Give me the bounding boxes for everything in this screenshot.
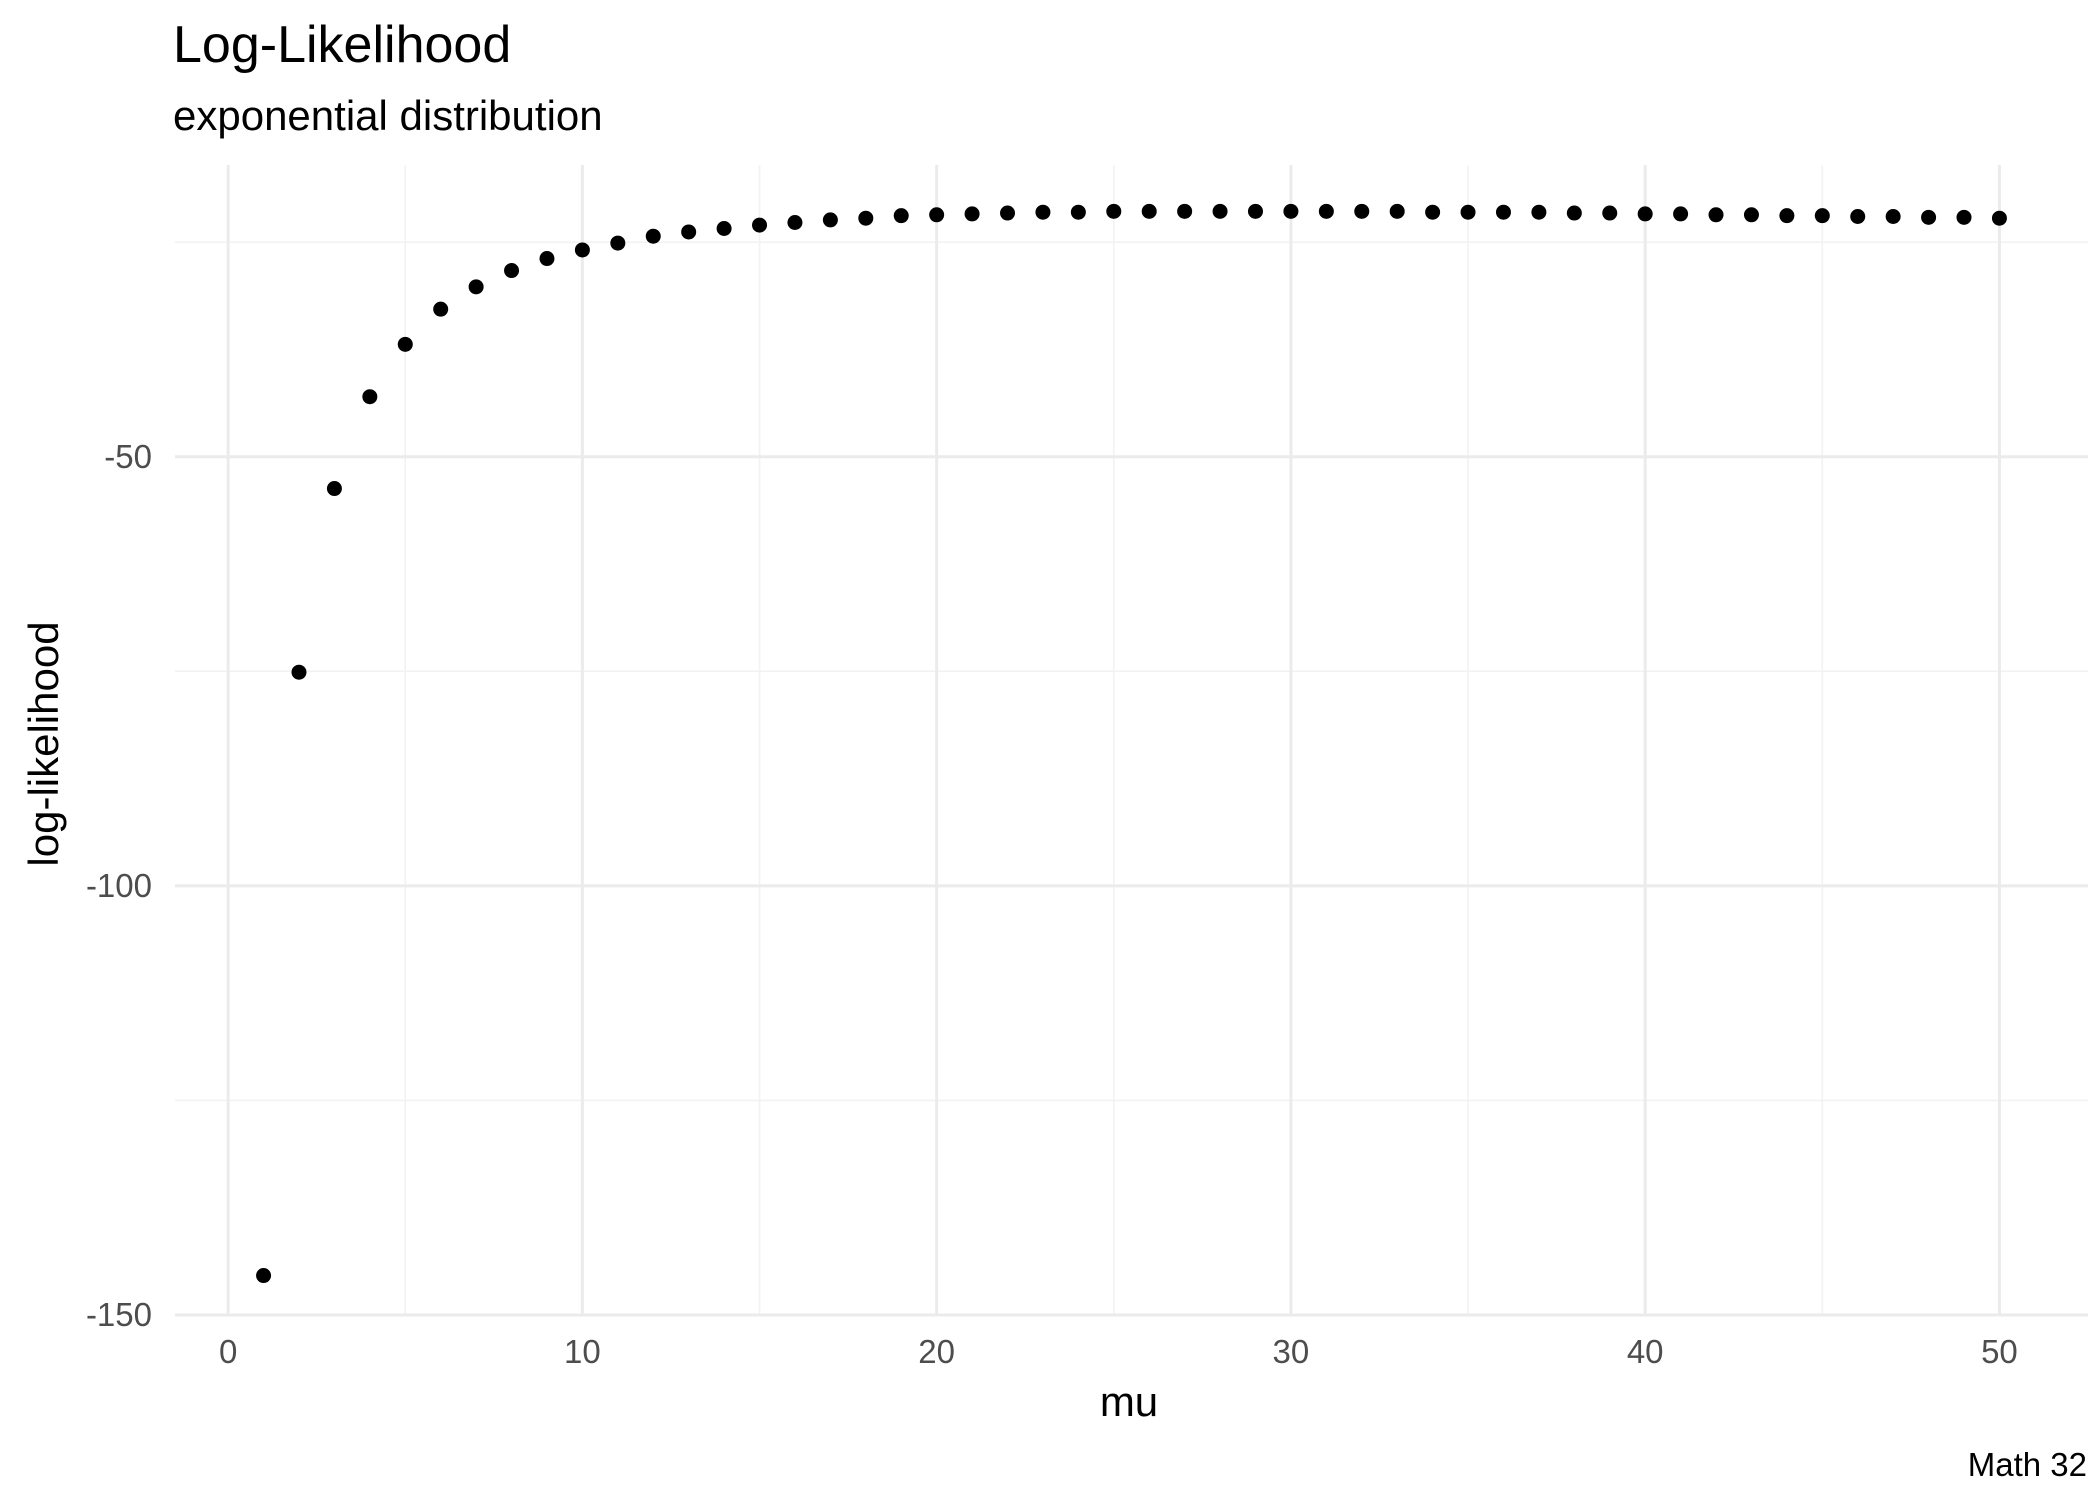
data-point: [1389, 203, 1405, 219]
chart-subtitle: exponential distribution: [173, 92, 603, 139]
data-point: [1106, 203, 1122, 219]
data-point: [1850, 208, 1866, 224]
y-axis-tick-labels: -150 -100 -50: [86, 438, 152, 1333]
data-point: [1035, 204, 1051, 220]
data-point: [858, 210, 874, 226]
data-point: [964, 206, 980, 222]
data-point: [822, 212, 838, 228]
data-point: [539, 251, 555, 267]
data-point: [1708, 207, 1724, 223]
y-tick-label: -100: [86, 867, 152, 904]
data-point: [1495, 204, 1511, 220]
data-point: [681, 224, 697, 240]
data-point: [752, 217, 768, 233]
data-point: [1531, 204, 1547, 220]
data-point: [256, 1268, 272, 1284]
data-point: [1991, 210, 2007, 226]
chart-caption: Math 32: [1968, 1446, 2087, 1483]
y-tick-label: -50: [104, 438, 152, 475]
data-point: [326, 481, 342, 497]
data-point: [1743, 207, 1759, 223]
data-point: [1673, 206, 1689, 222]
data-point: [397, 336, 413, 352]
data-point: [1247, 203, 1263, 219]
y-tick-label: -150: [86, 1296, 152, 1333]
minor-gridlines-x: [404, 165, 1824, 1315]
x-tick-label: 20: [918, 1333, 955, 1370]
major-gridlines-y: [175, 455, 2088, 1317]
x-tick-label: 30: [1273, 1333, 1310, 1370]
data-point: [362, 389, 378, 405]
data-point: [1885, 208, 1901, 224]
data-point: [1354, 203, 1370, 219]
x-tick-label: 10: [564, 1333, 601, 1370]
data-point: [1602, 205, 1618, 221]
data-point: [1814, 208, 1830, 224]
data-point: [468, 279, 484, 295]
data-point: [1283, 203, 1299, 219]
x-axis-tick-labels: 0 10 20 30 40 50: [219, 1333, 2018, 1370]
x-tick-label: 0: [219, 1333, 237, 1370]
data-points: [256, 203, 2007, 1284]
y-axis-title: log-likelihood: [20, 621, 67, 866]
data-point: [1000, 205, 1016, 221]
data-point: [1070, 204, 1086, 220]
data-point: [433, 301, 449, 317]
data-point: [1318, 203, 1334, 219]
data-point: [1141, 203, 1157, 219]
data-point: [1921, 209, 1937, 225]
data-point: [1177, 203, 1193, 219]
data-point: [504, 263, 520, 279]
data-point: [787, 215, 803, 230]
minor-gridlines-y: [175, 241, 2088, 1102]
data-point: [610, 235, 626, 251]
data-point: [574, 242, 590, 258]
data-point: [1460, 204, 1476, 220]
data-point: [1956, 209, 1972, 225]
x-axis-title: mu: [1100, 1378, 1158, 1425]
data-point: [1212, 203, 1228, 219]
data-point: [645, 228, 661, 244]
data-point: [291, 664, 307, 680]
data-point: [1566, 205, 1582, 221]
data-point: [1637, 206, 1653, 222]
x-tick-label: 40: [1627, 1333, 1664, 1370]
data-point: [1425, 204, 1441, 220]
data-point: [1779, 208, 1795, 224]
data-point: [893, 208, 909, 224]
x-tick-label: 50: [1981, 1333, 2018, 1370]
major-gridlines-x: [226, 165, 2001, 1315]
data-point: [929, 207, 945, 223]
data-point: [716, 221, 732, 237]
chart-title: Log-Likelihood: [173, 16, 511, 74]
